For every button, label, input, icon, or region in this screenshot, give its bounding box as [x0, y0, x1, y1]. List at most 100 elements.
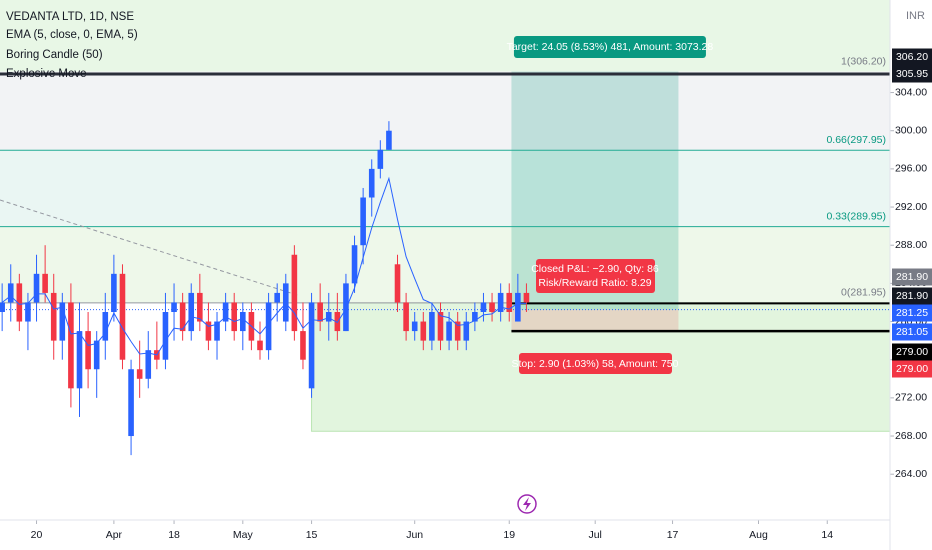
candle-body: [403, 302, 409, 332]
fib-label: 0.66(297.95): [826, 134, 886, 146]
candle-body: [33, 273, 40, 303]
fib-label: 0(281.95): [841, 287, 886, 299]
x-tick-label: Aug: [749, 529, 768, 541]
candle-body: [231, 302, 238, 332]
x-tick-label: 14: [821, 529, 833, 541]
candle-body: [472, 312, 478, 322]
candle-body: [145, 350, 152, 379]
candle-body: [85, 331, 91, 370]
candle-body: [240, 312, 246, 332]
candle-body: [437, 312, 444, 341]
price-label-box: [892, 65, 932, 83]
legend-line: EMA (5, close, 0, EMA, 5): [6, 29, 138, 41]
price-label-box: [892, 287, 932, 305]
candle-body: [76, 331, 83, 389]
candle-body: [308, 302, 315, 389]
candle-body: [50, 292, 57, 341]
price-label: 281.90: [896, 290, 928, 302]
candle-body: [136, 369, 143, 379]
price-label: 281.25: [896, 307, 928, 319]
candle-body: [489, 302, 495, 312]
candle-body: [102, 312, 109, 341]
candle-body: [197, 292, 203, 322]
candle-body: [179, 302, 186, 332]
price-label-box: [892, 323, 932, 341]
candle-body: [162, 312, 169, 360]
legend-line: Explosive Move: [6, 68, 87, 80]
candle-body: [523, 292, 530, 303]
candle-body: [377, 149, 384, 169]
price-label: 279.00: [896, 346, 928, 358]
candle-body: [360, 197, 366, 246]
x-tick-label: 17: [667, 529, 679, 541]
background-zones: [0, 0, 891, 432]
candle-body: [515, 292, 521, 322]
price-label-box: [892, 268, 932, 286]
pnl-box: [536, 259, 655, 293]
fib-label: 1(306.20): [841, 55, 886, 67]
candle-body: [111, 273, 117, 312]
y-tick-label: 296.00: [895, 163, 927, 175]
x-tick-label: 20: [31, 529, 43, 541]
candle-body: [300, 331, 306, 360]
candle-body: [171, 302, 177, 312]
candle-body: [7, 283, 14, 303]
stop-box: [519, 353, 672, 374]
y-tick-label: 292.00: [895, 201, 927, 213]
legend: VEDANTA LTD, 1D, NSE EMA (5, close, 0, E…: [6, 11, 138, 80]
fib-zone: [0, 150, 890, 227]
price-label-box: [892, 343, 932, 361]
pnl-text: Risk/Reward Ratio: 8.29: [538, 277, 651, 289]
ema-line: [1, 176, 527, 356]
candle-body: [282, 283, 289, 322]
legend-line: Boring Candle (50): [6, 49, 103, 61]
x-tick-label: 15: [306, 529, 318, 541]
pnl-text: Closed P&L: −2.90, Qty: 86: [531, 263, 659, 275]
candle-body: [325, 312, 332, 322]
y-tick-label: 304.00: [895, 86, 927, 98]
candle-body: [16, 283, 23, 322]
candle-body: [68, 302, 74, 389]
price-label: 306.20: [896, 51, 928, 63]
candle-body: [265, 302, 272, 351]
candle-body: [205, 321, 212, 341]
candle-body: [0, 302, 5, 312]
y-tick-label: 264.00: [895, 468, 927, 480]
x-tick-label: Apr: [106, 529, 123, 541]
lightning-icon: [517, 494, 537, 514]
candle-body: [257, 340, 263, 351]
candle-body: [463, 321, 470, 341]
target-box: [513, 36, 706, 58]
fib-zone: [0, 0, 890, 72]
candle-body: [188, 292, 195, 332]
stop-text: Stop: 2.90 (1.03%) 58, Amount: 750: [512, 358, 679, 370]
fib-zone: [0, 226, 890, 303]
candle-body: [274, 292, 280, 303]
candle-body: [317, 302, 323, 322]
candle-body: [25, 302, 31, 322]
marks: [0, 121, 530, 456]
candle-body: [222, 302, 229, 322]
candle-body: [506, 292, 513, 312]
target-text: Target: 24.05 (8.53%) 481, Amount: 3073.…: [507, 41, 714, 53]
x-tick-label: May: [233, 529, 254, 541]
candle-body: [214, 321, 220, 341]
candle-body: [351, 245, 358, 284]
candle-body: [429, 312, 435, 341]
fib-label: 0.33(289.95): [826, 210, 886, 222]
candle-body: [394, 264, 401, 303]
candle-body: [480, 302, 487, 312]
price-label-box: [892, 360, 932, 378]
candle-body: [411, 321, 418, 332]
candle-body: [59, 302, 66, 341]
price-label: 281.90: [896, 271, 928, 283]
x-tick-label: Jun: [406, 529, 423, 541]
price-label-box: [892, 304, 932, 322]
y-tick-label: 268.00: [895, 430, 927, 442]
candle-body: [497, 292, 504, 312]
x-tick-label: 19: [503, 529, 515, 541]
candle-body: [42, 273, 48, 293]
x-tick-label: Jul: [588, 529, 601, 541]
candle-body: [446, 321, 452, 341]
